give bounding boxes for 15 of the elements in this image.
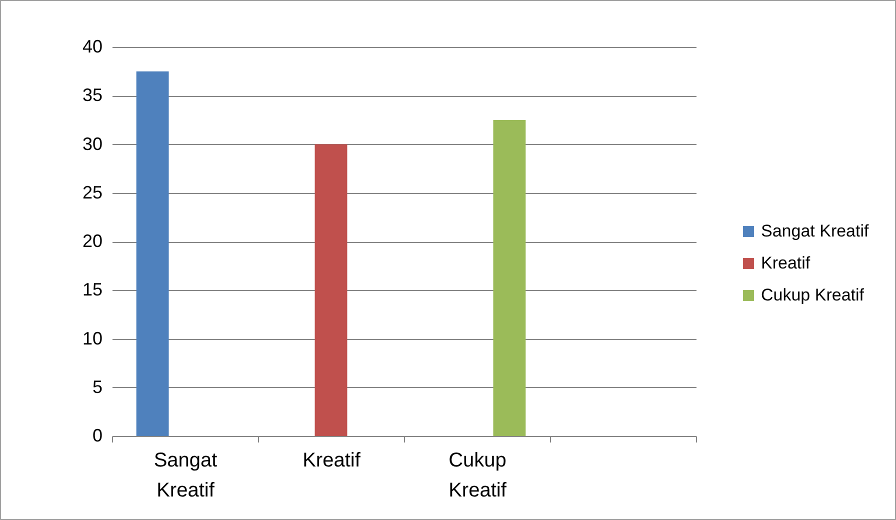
legend-label: Kreatif [761, 254, 810, 272]
y-tick-label: 10 [82, 328, 102, 348]
y-tick-label: 0 [92, 426, 102, 446]
y-tick-label: 5 [92, 376, 102, 397]
legend-label: Cukup Kreatif [761, 286, 864, 304]
y-tick-label: 20 [82, 231, 102, 251]
y-tick-label: 25 [82, 182, 102, 202]
x-tick-label: Sangat Kreatif [154, 450, 218, 502]
y-tick-label: 15 [82, 280, 102, 300]
x-tick-label: Kreatif [302, 450, 361, 472]
legend-label: Sangat Kreatif [761, 222, 870, 240]
y-tick-label: 30 [82, 134, 102, 154]
y-tick-label: 40 [82, 36, 102, 56]
y-tick-label: 35 [82, 85, 102, 106]
x-tick-label: Cukup Kreatif [448, 450, 507, 502]
